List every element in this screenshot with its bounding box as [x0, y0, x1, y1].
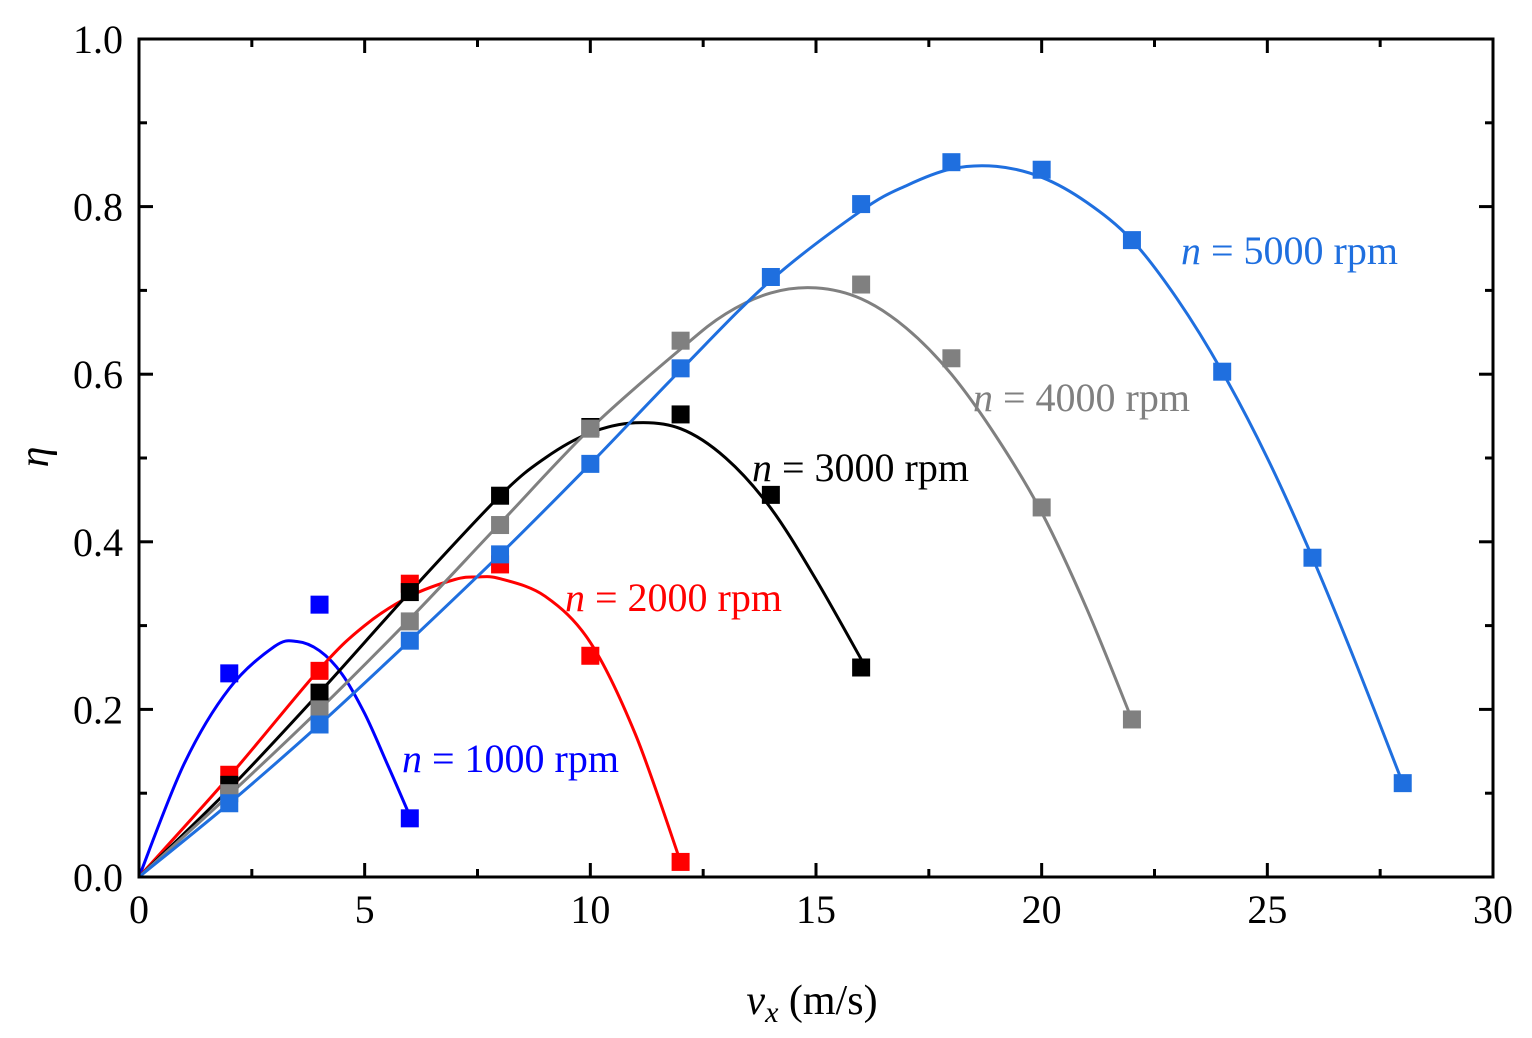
y-tick-label: 0.8 — [73, 185, 123, 230]
data-point — [310, 683, 329, 702]
data-point — [671, 331, 690, 350]
x-axis-var: v — [746, 978, 765, 1024]
data-point — [852, 195, 871, 214]
data-point — [400, 612, 419, 631]
data-point — [942, 349, 961, 368]
series-label: n = 4000 rpm — [973, 375, 1190, 420]
data-point — [1032, 498, 1051, 517]
fit-curve — [137, 575, 683, 878]
data-point — [491, 545, 510, 564]
x-axis-subscript: x — [764, 996, 779, 1029]
series-label-var: n — [973, 375, 993, 420]
data-point — [400, 809, 419, 828]
data-point — [761, 485, 780, 504]
data-point — [1122, 231, 1141, 250]
data-point — [1122, 710, 1141, 729]
series-label: n = 2000 rpm — [565, 575, 782, 620]
data-point — [491, 516, 510, 535]
data-point — [671, 359, 690, 378]
x-axis-title: vx (m/s) — [746, 978, 877, 1029]
series-label-var: n — [1181, 228, 1201, 273]
data-point — [1213, 362, 1232, 381]
x-tick-label: 25 — [1247, 887, 1287, 932]
fit-curve — [137, 639, 412, 878]
series-label-rest: = 4000 rpm — [993, 375, 1190, 420]
tick-labels: 0 5 10 15 20 25 30 0.0 0.2 0.4 0.6 0.8 1.0 — [73, 17, 1513, 932]
series-label-var: n — [752, 445, 772, 490]
data-point — [310, 700, 329, 719]
x-tick-label: 0 — [129, 887, 149, 932]
data-point — [1393, 774, 1412, 793]
data-point — [852, 275, 871, 294]
data-point — [581, 454, 600, 473]
data-point — [761, 267, 780, 286]
data-point — [220, 794, 239, 813]
series-label-var: n — [402, 736, 422, 781]
y-tick-label: 0.4 — [73, 520, 123, 565]
data-point — [400, 583, 419, 602]
data-point — [581, 419, 600, 438]
data-point — [1303, 548, 1322, 567]
series-label: n = 1000 rpm — [402, 736, 619, 781]
y-tick-label: 0.6 — [73, 352, 123, 397]
data-point — [491, 486, 510, 505]
series-label: n = 3000 rpm — [752, 445, 969, 490]
y-tick-label: 0.0 — [73, 855, 123, 900]
plot-frame — [137, 37, 1495, 879]
data-point — [942, 153, 961, 172]
data-point — [400, 631, 419, 650]
series-label-rest: = 3000 rpm — [772, 445, 969, 490]
x-tick-label: 30 — [1473, 887, 1513, 932]
data-point — [310, 595, 329, 614]
series-label-rest: = 5000 rpm — [1201, 228, 1398, 273]
data-point — [220, 664, 239, 683]
data-point — [671, 405, 690, 424]
series-label-rest: = 1000 rpm — [422, 736, 619, 781]
y-axis-title: η — [12, 447, 58, 468]
series-label-var: n — [565, 575, 585, 620]
data-point — [310, 715, 329, 734]
y-tick-label: 0.2 — [73, 687, 123, 732]
y-tick-label: 1.0 — [73, 17, 123, 62]
x-tick-label: 20 — [1022, 887, 1062, 932]
x-tick-label: 5 — [355, 887, 375, 932]
fit-curve — [137, 286, 1134, 879]
x-tick-label: 15 — [796, 887, 836, 932]
x-axis-unit: (m/s) — [778, 978, 877, 1024]
data-markers — [220, 153, 1412, 871]
data-point — [310, 661, 329, 680]
data-point — [1032, 160, 1051, 179]
data-point — [671, 852, 690, 871]
series-label: n = 5000 rpm — [1181, 228, 1398, 273]
x-tick-label: 10 — [570, 887, 610, 932]
series-label-rest: = 2000 rpm — [585, 575, 782, 620]
fit-curve — [137, 421, 863, 879]
data-point — [852, 658, 871, 677]
data-point — [581, 646, 600, 665]
